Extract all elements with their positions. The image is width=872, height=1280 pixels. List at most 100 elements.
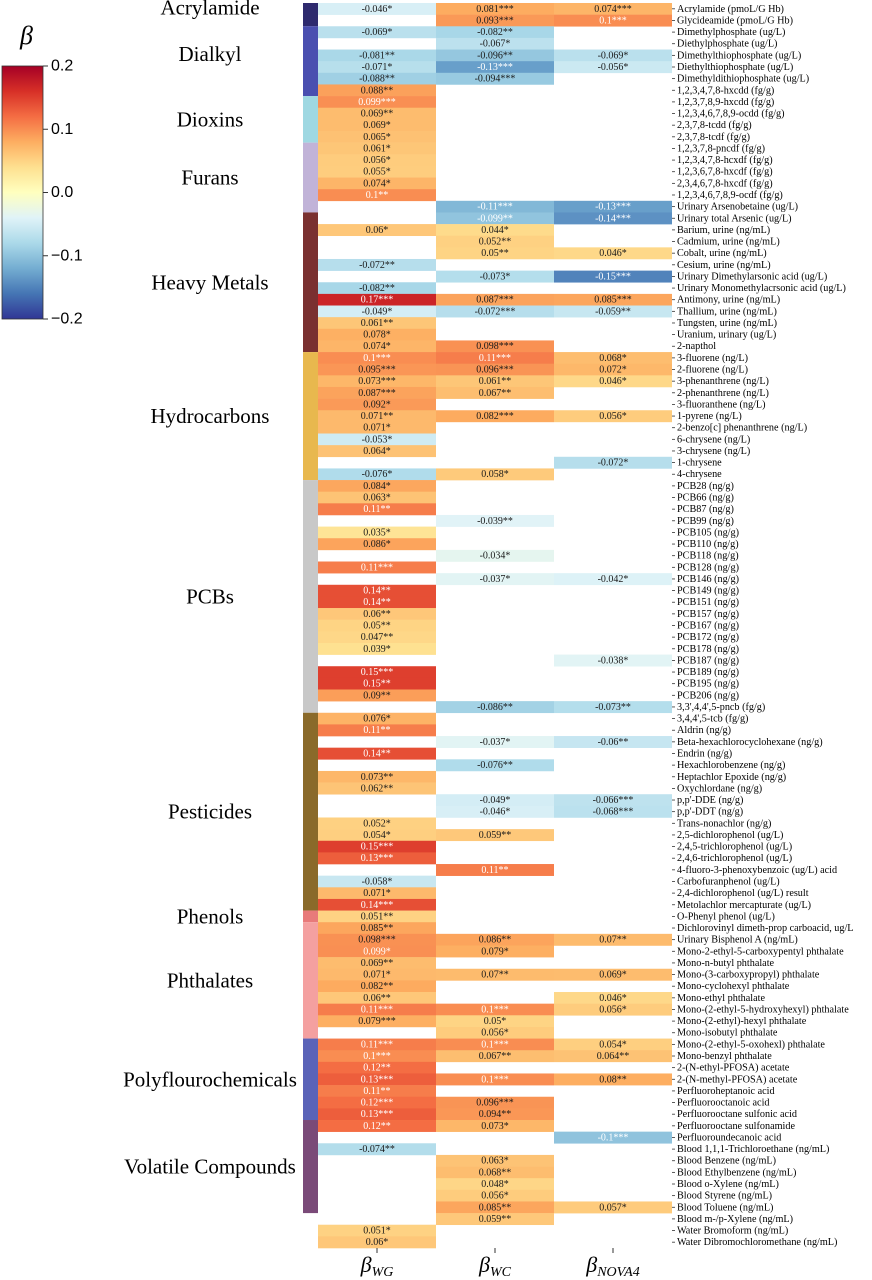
heatmap-cell bbox=[318, 980, 436, 993]
heatmap-cell bbox=[436, 468, 554, 481]
cell-value-label: 0.072* bbox=[599, 365, 627, 376]
colorbar-tick-label: 0.2 bbox=[51, 58, 73, 75]
cell-value-label: -0.058* bbox=[362, 876, 393, 887]
cell-value-label: 0.11** bbox=[363, 725, 390, 736]
cell-value-label: -0.072** bbox=[359, 260, 395, 271]
heatmap-cell bbox=[318, 282, 436, 295]
heatmap-cell bbox=[318, 317, 436, 330]
heatmap-cell bbox=[436, 549, 554, 562]
cell-value-label: 0.065* bbox=[363, 132, 391, 143]
row-label: Perfluorooctane sulfonamide bbox=[677, 1121, 795, 1132]
row-label: 1,2,3,7,8,9-hxcdd (fg/g) bbox=[677, 97, 774, 108]
row-label: Trans-nonachlor (ng/g) bbox=[677, 818, 771, 829]
cell-value-label: 0.06** bbox=[363, 609, 391, 620]
cell-value-label: 0.063* bbox=[481, 1156, 509, 1167]
heatmap-cell bbox=[436, 945, 554, 958]
group-label: Heavy Metals bbox=[151, 270, 268, 294]
cell-value-label: -0.13*** bbox=[595, 202, 631, 213]
heatmap-cell bbox=[318, 49, 436, 62]
heatmap-cell bbox=[554, 305, 672, 318]
cell-value-label: 0.069* bbox=[363, 120, 391, 131]
heatmap-cell bbox=[436, 352, 554, 365]
row-label: Cadmium, urine (ng/mL) bbox=[677, 237, 780, 248]
cell-value-label: 0.069** bbox=[361, 109, 394, 120]
group-color-band bbox=[303, 1038, 318, 1121]
heatmap-cell bbox=[436, 247, 554, 260]
row-label: Tungsten, urine (ng/mL) bbox=[677, 318, 777, 329]
row-label: Perfluoroundecanoic acid bbox=[677, 1132, 781, 1143]
cell-value-label: 0.099* bbox=[363, 946, 391, 957]
cell-value-label: 0.087*** bbox=[358, 388, 396, 399]
row-label: Dichlorovinyl dimeth-prop carboacid, ug/… bbox=[677, 923, 854, 934]
row-label: 2-phenanthrene (ng/L) bbox=[677, 388, 769, 399]
heatmap-cells: -0.046* 0.081*** 0.074*** 0.093*** 0.1*** -0.… bbox=[318, 3, 672, 1249]
row-label: Blood o-Xylene (ng/mL) bbox=[677, 1179, 779, 1190]
cell-value-label: 0.082** bbox=[361, 981, 394, 992]
row-label: 4-chrysene bbox=[677, 469, 722, 480]
heatmap-cell bbox=[436, 14, 554, 27]
cell-value-label: 0.081*** bbox=[476, 4, 514, 15]
row-label: Mono-2-ethyl-5-carboxypentyl phthalate bbox=[677, 946, 844, 957]
heatmap-cell bbox=[318, 1085, 436, 1098]
row-label: PCB99 (ng/g) bbox=[677, 516, 734, 527]
heatmap-cell bbox=[318, 433, 436, 446]
cell-value-label: -0.042* bbox=[598, 574, 629, 585]
row-label: Blood 1,1,1-Trichloroethane (ng/mL) bbox=[677, 1144, 829, 1155]
cell-value-label: 0.08** bbox=[599, 1074, 627, 1085]
cell-value-label: 0.071** bbox=[361, 411, 394, 422]
row-label: O-Phenyl phenol (ug/L) bbox=[677, 911, 775, 922]
cell-value-label: 0.15*** bbox=[361, 667, 394, 678]
cell-value-label: 0.11*** bbox=[361, 562, 393, 573]
heatmap-cell bbox=[554, 375, 672, 388]
heatmap-cell bbox=[318, 957, 436, 970]
group-label: Furans bbox=[181, 166, 238, 190]
cell-value-label: -0.076* bbox=[362, 469, 393, 480]
cell-value-label: 0.068** bbox=[479, 1167, 512, 1178]
cell-value-label: 0.11*** bbox=[479, 353, 511, 364]
heatmap-cell bbox=[554, 293, 672, 306]
cell-value-label: 0.039* bbox=[363, 644, 391, 655]
heatmap-cell bbox=[554, 805, 672, 818]
heatmap-cell bbox=[318, 340, 436, 353]
row-label: Mono-cyclohexyl phthalate bbox=[677, 981, 790, 992]
heatmap-cell bbox=[554, 701, 672, 714]
heatmap-cell bbox=[436, 3, 554, 15]
row-label: Oxychlordane (ng/g) bbox=[677, 783, 762, 794]
cell-value-label: 0.055* bbox=[363, 167, 391, 178]
heatmap-cell bbox=[318, 922, 436, 935]
cell-value-label: 0.061** bbox=[479, 376, 512, 387]
cell-value-label: 0.15*** bbox=[361, 842, 394, 853]
heatmap-cell bbox=[554, 654, 672, 667]
heatmap-cell bbox=[318, 1096, 436, 1109]
cell-value-label: -0.071* bbox=[362, 62, 393, 73]
row-label: Blood Toluene (ng/mL) bbox=[677, 1202, 773, 1213]
heatmap-cell bbox=[436, 375, 554, 388]
row-label: 2-fluorene (ng/L) bbox=[677, 365, 748, 376]
cell-value-label: 0.061* bbox=[363, 143, 391, 154]
cell-value-label: 0.15** bbox=[363, 679, 391, 690]
row-label: 1-pyrene (ng/L) bbox=[677, 411, 742, 422]
row-label: 2-benzo[c] phenanthrene (ng/L) bbox=[677, 423, 807, 434]
cell-value-label: -0.082** bbox=[359, 283, 395, 294]
heatmap-cell bbox=[318, 1108, 436, 1121]
cell-value-label: 0.094** bbox=[479, 1109, 512, 1120]
heatmap-cell bbox=[436, 363, 554, 376]
group-label: Volatile Compounds bbox=[124, 1155, 296, 1179]
row-label: PCB118 (ng/g) bbox=[677, 551, 739, 562]
row-label: Mono-ethyl phthalate bbox=[677, 993, 765, 1004]
heatmap-cell bbox=[554, 992, 672, 1004]
heatmap-cell bbox=[318, 61, 436, 74]
cell-value-label: 0.1*** bbox=[363, 1051, 391, 1062]
heatmap-cell bbox=[318, 747, 436, 760]
heatmap-cell bbox=[436, 736, 554, 748]
row-label: PCB189 (ng/g) bbox=[677, 667, 739, 678]
cell-value-label: 0.071* bbox=[363, 970, 391, 981]
row-label: 2,5-dichlorophenol (ug/L) bbox=[677, 830, 783, 841]
heatmap-cell bbox=[436, 701, 554, 714]
heatmap-cell bbox=[436, 200, 554, 213]
heatmap-cell bbox=[318, 1061, 436, 1074]
row-label: 2,3,4,6,7,8-hxcdf (fg/g) bbox=[677, 178, 773, 189]
cell-value-label: -0.06** bbox=[598, 737, 629, 748]
heatmap-cell bbox=[436, 1189, 554, 1202]
heatmap-cell bbox=[554, 1131, 672, 1144]
